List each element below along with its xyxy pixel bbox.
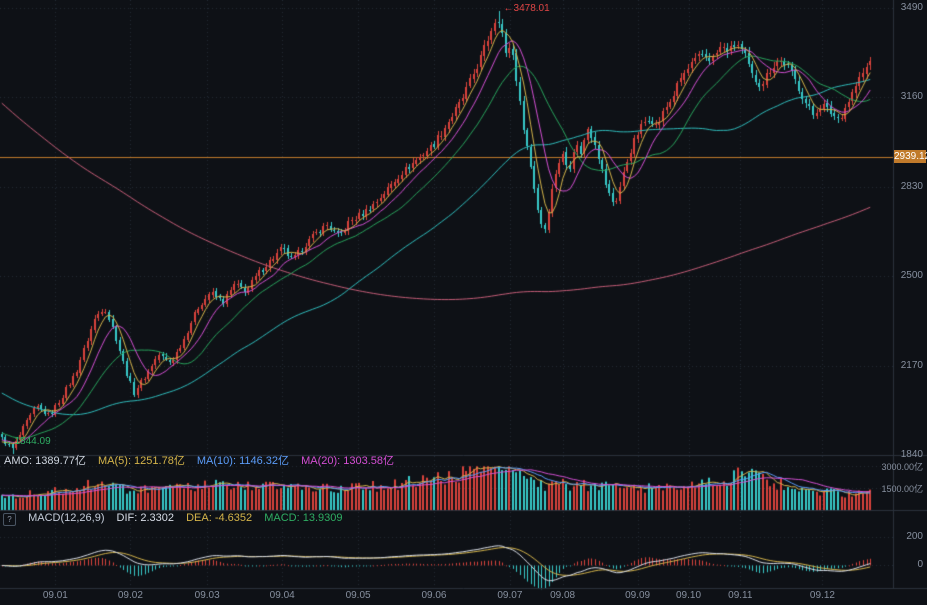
volume-ma20-value: MA(20): 1303.58亿 (301, 455, 395, 467)
high-arrow-icon: ← (503, 3, 514, 15)
volume-ma10-value: MA(10): 1146.32亿 (196, 455, 290, 467)
date-axis-tick: 09.12 (809, 590, 835, 601)
volume-indicator-legend: AMO: 1389.77亿 MA(5): 1251.78亿 MA(10): 11… (4, 455, 403, 467)
price-axis-tick: 2830 (900, 180, 923, 192)
date-axis-tick: 09.01 (42, 590, 68, 601)
date-axis-tick: 09.02 (117, 590, 143, 601)
price-axis-tick: 1840 (900, 449, 923, 460)
date-axis-tick: 09.09 (625, 590, 651, 601)
macd-help-icon[interactable]: ? (3, 513, 16, 526)
period-high-label: ←3478.01 (504, 4, 550, 14)
reference-price-tag: 2939.12 (894, 150, 927, 164)
period-low-value: 1844.09 (14, 435, 51, 447)
low-arrow-icon: ← (4, 435, 15, 447)
date-axis-tick: 09.10 (675, 590, 702, 601)
date-axis-tick: 09.11 (728, 590, 753, 601)
price-axis-tick: 3160 (900, 91, 923, 103)
amo-value: AMO: 1389.77亿 (4, 455, 86, 467)
date-axis-tick: 09.03 (194, 590, 220, 601)
period-low-label: ←1844.09 (4, 435, 51, 447)
date-axis-tick: 09.05 (345, 590, 371, 601)
macd-indicator-legend: ? MACD(12,26,9) DIF: 2.3302 DEA: -4.6352… (3, 512, 351, 526)
price-axis-tick: 3490 (900, 2, 923, 13)
price-axis-tick: 2170 (900, 359, 923, 371)
date-axis-tick: 09.04 (269, 590, 295, 601)
period-high-value: 3478.01 (513, 3, 550, 15)
macd-title: MACD(12,26,9) (28, 512, 105, 524)
date-axis-tick: 09.07 (497, 590, 523, 601)
macd-dif-value: DIF: 2.3302 (116, 512, 175, 524)
volume-ma5-value: MA(5): 1251.78亿 (98, 455, 185, 467)
volume-axis-tick: 3000.00亿 (881, 462, 923, 472)
date-axis-tick: 09.06 (421, 590, 447, 601)
macd-axis-tick: 0 (917, 559, 923, 571)
price-axis-tick: 2500 (900, 270, 923, 282)
macd-macd-value: MACD: 13.9309 (264, 512, 343, 524)
macd-dea-value: DEA: -4.6352 (186, 512, 253, 524)
macd-axis-tick: 200 (906, 531, 923, 543)
date-axis-tick: 09.08 (550, 590, 576, 601)
volume-axis-tick: 1500.00亿 (881, 484, 923, 494)
